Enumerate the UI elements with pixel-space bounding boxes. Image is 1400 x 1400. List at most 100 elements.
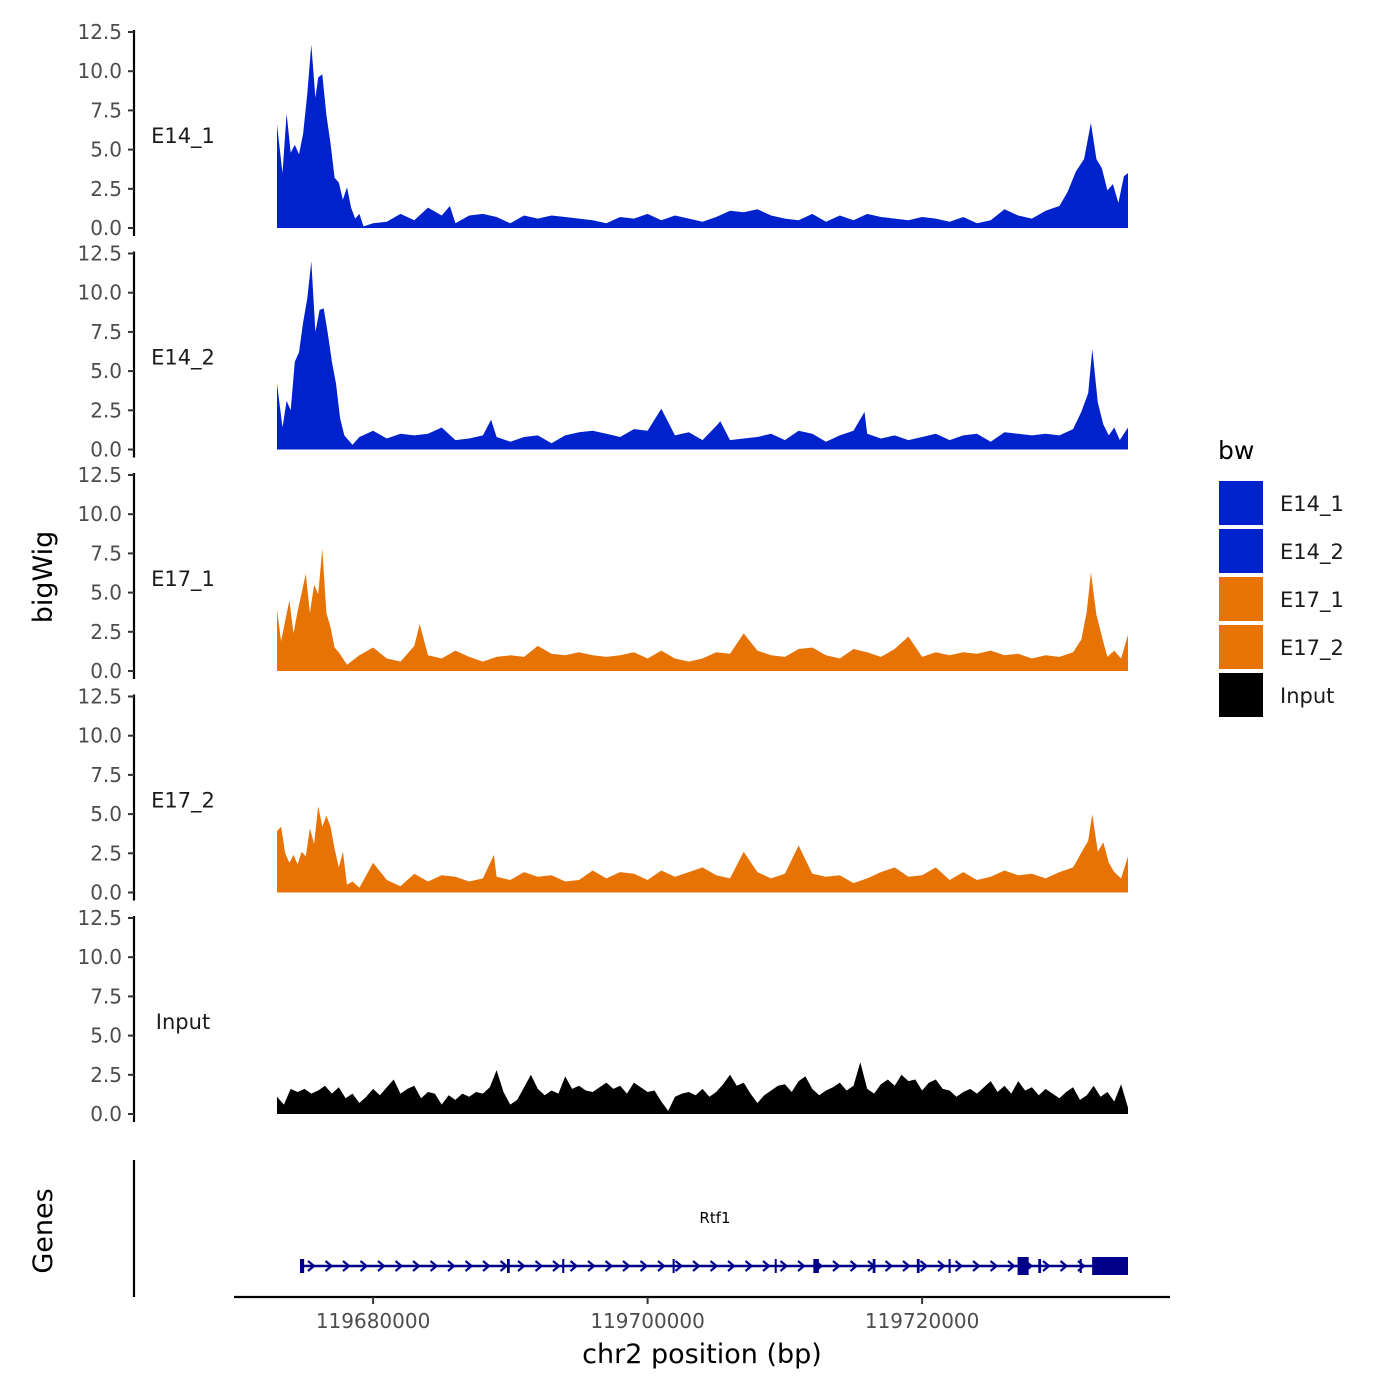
strand-arrow (604, 1260, 614, 1272)
y-tick-label: 0.0 (90, 881, 122, 905)
strand-arrow (464, 1260, 474, 1272)
coverage-area-Input (277, 1062, 1128, 1114)
strand-arrow (709, 1260, 719, 1272)
strand-arrow (342, 1260, 351, 1272)
legend-swatch-E17_2 (1217, 623, 1265, 671)
gene-Rtf1: Rtf1 (300, 1209, 1128, 1275)
coverage-tracks: 0.0 2.5 5.0 7.5 10.0 12.5 E14_1 0.0 2.5 5.0 7.5 10.… (77, 20, 1128, 1126)
legend-label-E17_1: E17_1 (1280, 588, 1344, 613)
y-tick-label: 0.0 (90, 216, 122, 240)
y-tick-label: 10.0 (77, 59, 122, 83)
gene-track: Rtf1 (132, 1160, 1128, 1297)
strand-arrow (657, 1260, 666, 1272)
track-E14_2: 0.0 2.5 5.0 7.5 10.0 12.5 E14_2 (77, 242, 1128, 462)
legend-swatch-E17_1 (1217, 575, 1265, 623)
y-tick-label: 2.5 (90, 1063, 122, 1087)
y-tick-label: 7.5 (90, 320, 122, 344)
strand-arrow (569, 1260, 579, 1272)
gene-name-label: Rtf1 (699, 1209, 730, 1227)
exon (872, 1259, 876, 1273)
strand-arrow (359, 1260, 369, 1272)
exon (813, 1259, 819, 1273)
coverage-area-E14_2 (277, 261, 1128, 450)
strand-arrow (587, 1260, 596, 1272)
strand-arrow (779, 1260, 789, 1272)
y-tick-label: 5.0 (90, 1024, 122, 1048)
y-tick-label: 2.5 (90, 841, 122, 865)
y-tick-label: 12.5 (77, 242, 122, 266)
y-tick-label: 0.0 (90, 659, 122, 683)
strand-arrow (412, 1260, 421, 1272)
y-tick-label: 7.5 (90, 984, 122, 1008)
strand-arrow (1042, 1260, 1051, 1272)
y-tick-label: 7.5 (90, 763, 122, 787)
coverage-area-E14_1 (277, 44, 1128, 228)
y-tick-label: 12.5 (77, 685, 122, 709)
y-tick-label: 5.0 (90, 138, 122, 162)
genes-axis-title: Genes (28, 1188, 59, 1273)
legend-label-E14_1: E14_1 (1280, 492, 1344, 517)
legend-label-E14_2: E14_2 (1280, 540, 1344, 565)
strand-arrow (622, 1260, 631, 1272)
strand-arrow (552, 1260, 561, 1272)
x-axis: 119680000 119700000 119720000 (234, 1295, 1170, 1333)
exon (1092, 1257, 1128, 1275)
y-tick-label: 0.0 (90, 438, 122, 462)
exon (1038, 1259, 1042, 1273)
strand-arrow (972, 1260, 981, 1272)
strand-arrow (429, 1260, 439, 1272)
y-tick-label: 12.5 (77, 463, 122, 487)
strand-arrow (1059, 1260, 1069, 1272)
strand-arrow (639, 1260, 649, 1272)
exon (672, 1259, 675, 1273)
exon (300, 1259, 305, 1273)
track-label: E17_1 (151, 567, 215, 592)
strand-arrow (797, 1260, 806, 1272)
strand-arrow (989, 1260, 999, 1272)
track-E17_2: 0.0 2.5 5.0 7.5 10.0 12.5 E17_2 (77, 685, 1128, 905)
exon (1017, 1257, 1029, 1275)
strand-arrow (499, 1260, 509, 1272)
x-tick-label: 119700000 (590, 1309, 705, 1333)
strand-arrow (482, 1260, 491, 1272)
y-tick-label: 10.0 (77, 281, 122, 305)
legend-swatch-E14_2 (1217, 527, 1265, 575)
strand-arrow (919, 1260, 929, 1272)
strand-arrow (954, 1260, 964, 1272)
y-tick-label: 5.0 (90, 802, 122, 826)
y-tick-label: 7.5 (90, 98, 122, 122)
track-Input: 0.0 2.5 5.0 7.5 10.0 12.5 Input (77, 906, 1128, 1126)
y-tick-label: 12.5 (77, 20, 122, 44)
exon (948, 1259, 951, 1273)
y-tick-label: 12.5 (77, 906, 122, 930)
track-label: E14_1 (151, 124, 215, 149)
track-E17_1: 0.0 2.5 5.0 7.5 10.0 12.5 E17_1 (77, 463, 1128, 683)
legend-label-E17_2: E17_2 (1280, 636, 1344, 661)
y-tick-label: 0.0 (90, 1102, 122, 1126)
track-label: E14_2 (151, 346, 215, 371)
y-tick-label: 10.0 (77, 502, 122, 526)
track-label: E17_2 (151, 789, 215, 814)
strand-arrow (307, 1260, 316, 1272)
legend: bw E14_1 E14_2 E17_1 E17_2 Input (1217, 436, 1344, 719)
strand-arrow (447, 1260, 456, 1272)
strand-arrow (1007, 1260, 1016, 1272)
strand-arrow (832, 1260, 841, 1272)
exon (774, 1259, 777, 1273)
strand-arrow (884, 1260, 894, 1272)
coverage-area-E17_2 (277, 806, 1128, 893)
x-axis-title: chr2 position (bp) (582, 1339, 822, 1370)
y-tick-label: 10.0 (77, 945, 122, 969)
strand-arrow (377, 1260, 386, 1272)
coverage-area-E17_1 (277, 548, 1128, 671)
y-axis-title: bigWig (28, 531, 59, 624)
y-tick-label: 10.0 (77, 724, 122, 748)
legend-swatch-Input (1217, 671, 1265, 719)
legend-swatch-E14_1 (1217, 479, 1265, 527)
track-label: Input (156, 1010, 210, 1034)
y-tick-label: 2.5 (90, 177, 122, 201)
y-tick-label: 5.0 (90, 581, 122, 605)
x-tick-label: 119720000 (865, 1309, 980, 1333)
y-tick-label: 2.5 (90, 398, 122, 422)
